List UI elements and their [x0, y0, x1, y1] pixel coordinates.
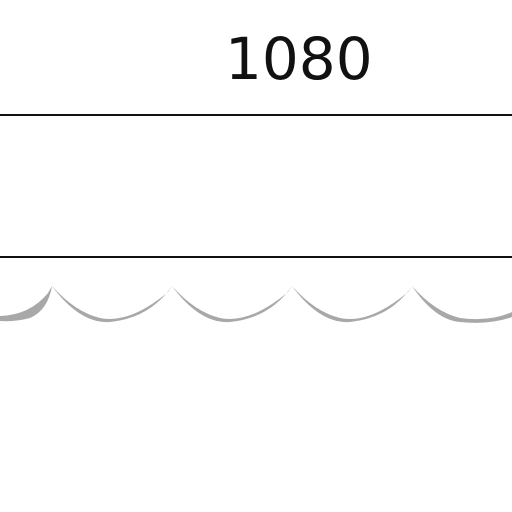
dimension-label: 1080 [225, 25, 373, 93]
scallop-segment [292, 286, 412, 323]
scallop-segment [172, 286, 292, 323]
scallop-segment [412, 286, 512, 323]
scallop-border [0, 286, 512, 323]
scallop-segment [52, 286, 172, 323]
scallop-segment [0, 286, 52, 322]
